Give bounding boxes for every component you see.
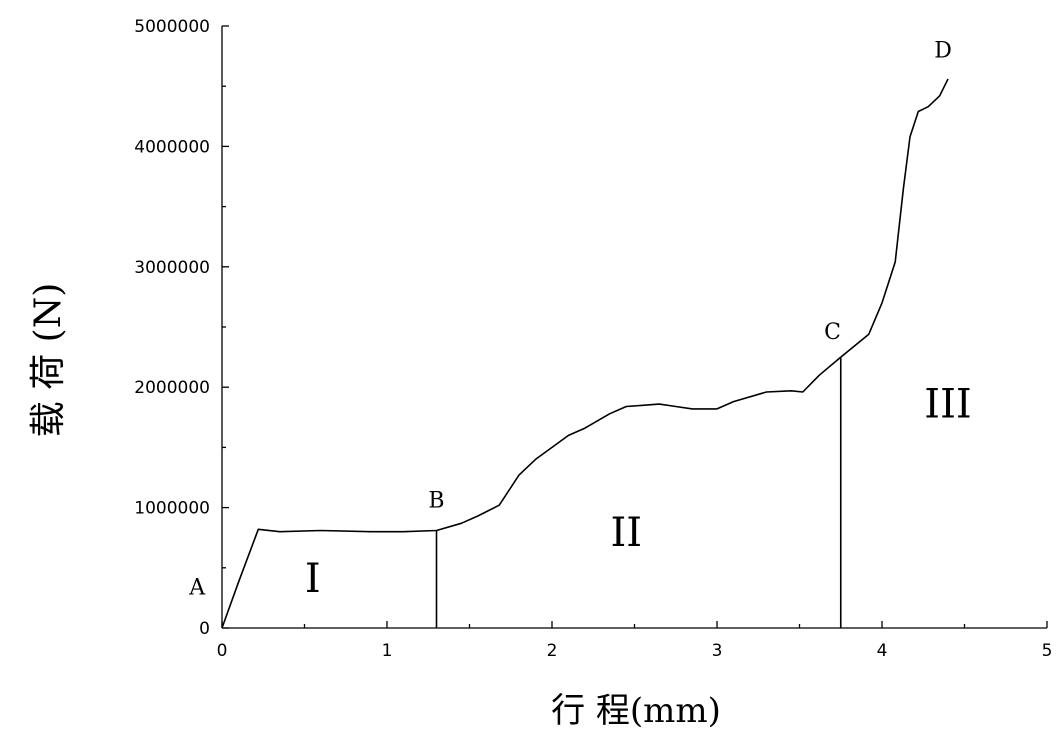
point-label-a: A: [188, 575, 206, 600]
region-dividers: [435, 357, 842, 628]
y-tick-label: 5000000: [134, 17, 210, 37]
point-labels: A B C D: [188, 38, 952, 600]
x-tick-label: 3: [712, 641, 723, 661]
x-tick-label: 0: [217, 641, 228, 661]
x-tick-label: 5: [1042, 641, 1053, 661]
region-label: II: [610, 510, 642, 556]
x-tick-label: 4: [877, 641, 888, 661]
region-label: III: [924, 381, 971, 427]
y-tick-label: 1000000: [134, 499, 210, 519]
region-label: I: [305, 556, 321, 602]
x-tick-label: 2: [547, 641, 558, 661]
x-axis-title: 行 程(mm): [551, 691, 721, 731]
ticks: 0 1 2 3 4 5 0 1000000 2000000 3000000 4000000 50000…: [134, 17, 1052, 661]
y-tick-label: 0: [199, 619, 210, 639]
point-label-c: C: [824, 320, 841, 345]
x-tick-label: 1: [382, 641, 393, 661]
y-axis-title: 载 荷 (N): [28, 283, 69, 437]
point-label-d: D: [934, 38, 952, 63]
y-tick-label: 2000000: [134, 378, 210, 398]
y-tick-label: 4000000: [134, 137, 210, 157]
point-label-b: B: [428, 489, 444, 514]
series-line: [221, 78, 949, 629]
y-tick-label: 3000000: [134, 258, 210, 278]
